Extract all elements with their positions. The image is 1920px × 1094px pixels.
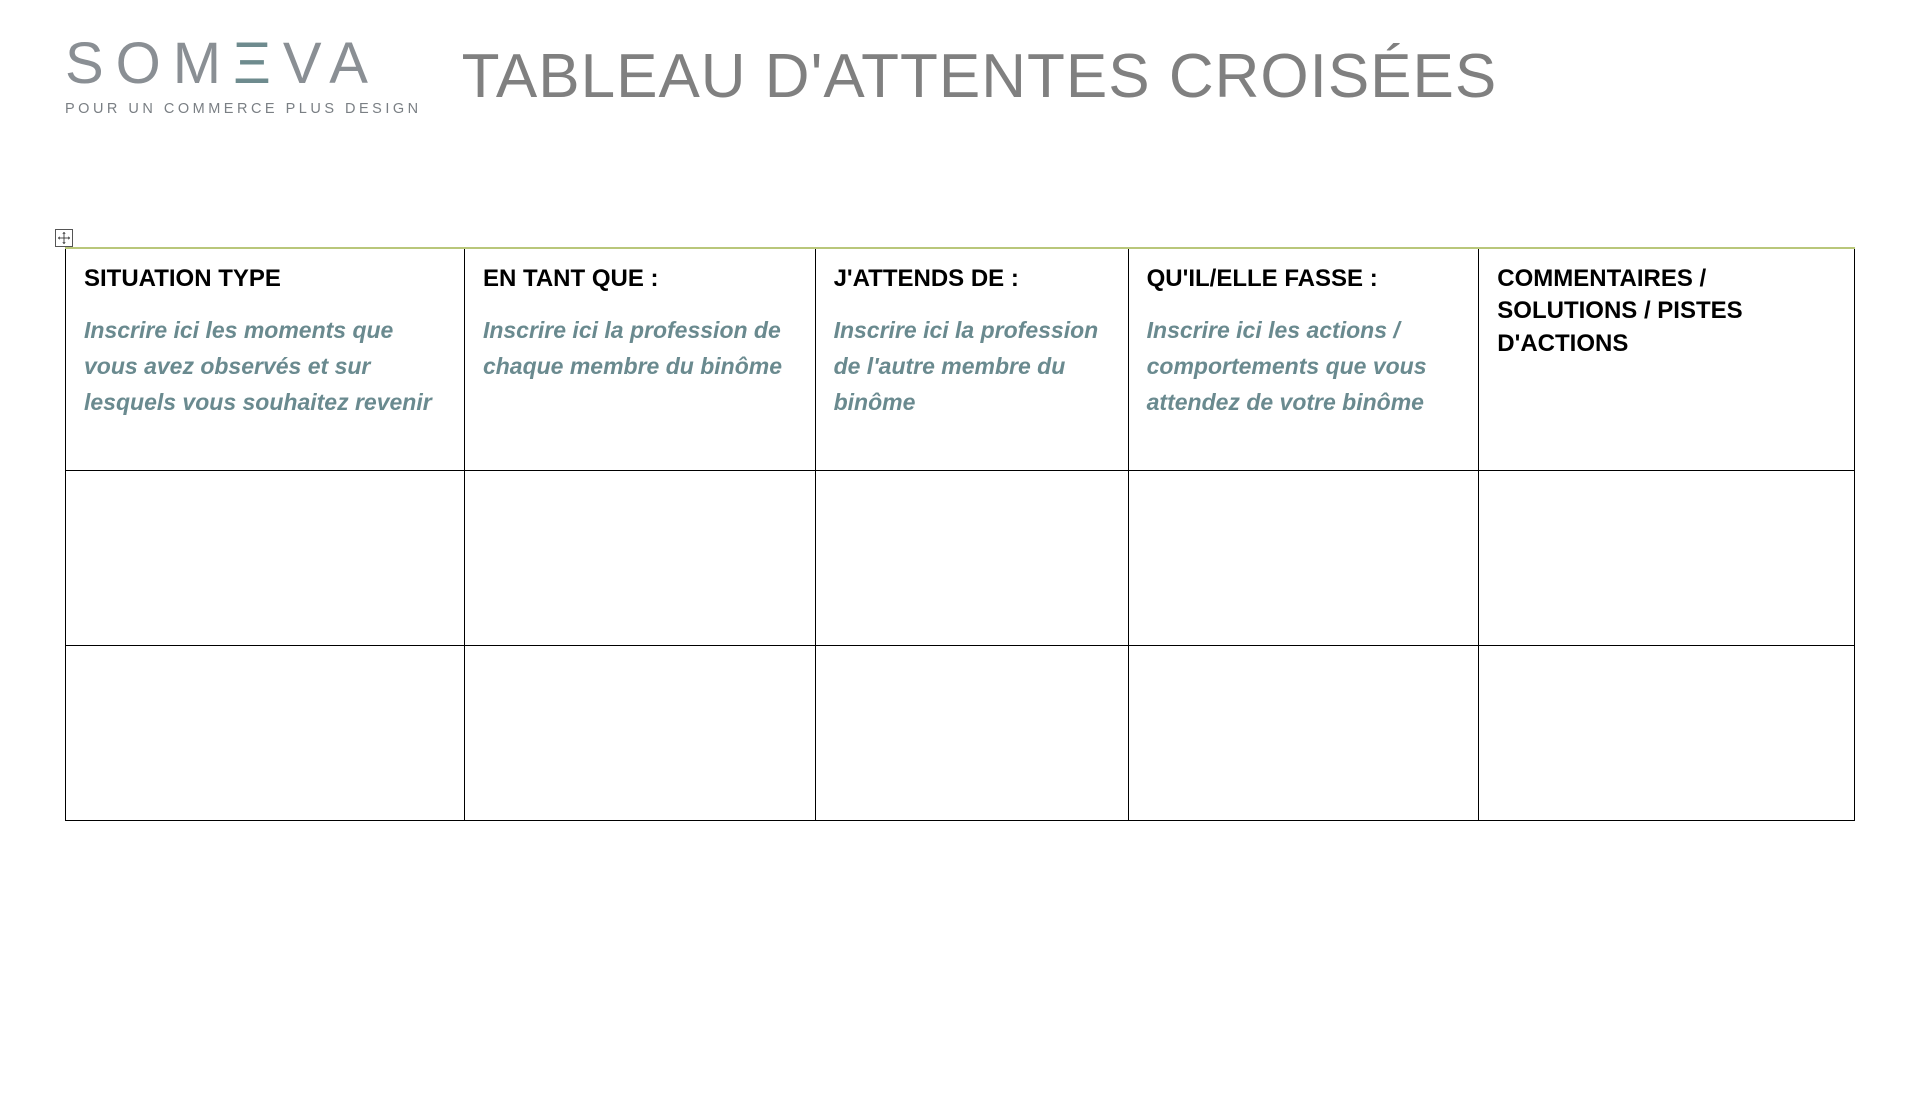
column-heading: SITUATION TYPE bbox=[84, 263, 446, 295]
header-cell-situation[interactable]: SITUATION TYPE Inscrire ici les moments … bbox=[66, 248, 465, 470]
logo-tagline: POUR UN COMMERCE PLUS DESIGN bbox=[65, 101, 422, 117]
column-description: Inscrire ici la profession de l'autre me… bbox=[834, 313, 1110, 420]
table-container: SITUATION TYPE Inscrire ici les moments … bbox=[65, 247, 1855, 821]
page-title: TABLEAU D'ATTENTES CROISÉES bbox=[462, 43, 1498, 111]
table-cell[interactable] bbox=[815, 470, 1128, 645]
expectations-table[interactable]: SITUATION TYPE Inscrire ici les moments … bbox=[65, 247, 1855, 821]
table-row bbox=[66, 645, 1855, 820]
logo-accent: Ξ bbox=[233, 31, 283, 96]
logo-block: SOMΞVA POUR UN COMMERCE PLUS DESIGN bbox=[65, 35, 422, 117]
table-cell[interactable] bbox=[1128, 470, 1479, 645]
column-heading: COMMENTAIRES / SOLUTIONS / PISTES D'ACTI… bbox=[1497, 263, 1836, 360]
table-cell[interactable] bbox=[464, 470, 815, 645]
table-cell[interactable] bbox=[464, 645, 815, 820]
logo-part2: VA bbox=[283, 31, 380, 96]
table-cell[interactable] bbox=[1128, 645, 1479, 820]
column-description: Inscrire ici les actions / comportements… bbox=[1147, 313, 1461, 420]
table-cell[interactable] bbox=[1479, 470, 1855, 645]
table-move-handle[interactable] bbox=[55, 229, 73, 247]
column-heading: J'ATTENDS DE : bbox=[834, 263, 1110, 295]
logo-text: SOMΞVA bbox=[65, 35, 422, 93]
table-header-row: SITUATION TYPE Inscrire ici les moments … bbox=[66, 248, 1855, 470]
document-header: SOMΞVA POUR UN COMMERCE PLUS DESIGN TABL… bbox=[65, 35, 1855, 117]
column-description: Inscrire ici les moments que vous avez o… bbox=[84, 313, 446, 420]
logo-part1: SOM bbox=[65, 31, 233, 96]
header-cell-commentaires[interactable]: COMMENTAIRES / SOLUTIONS / PISTES D'ACTI… bbox=[1479, 248, 1855, 470]
table-row bbox=[66, 470, 1855, 645]
table-cell[interactable] bbox=[66, 645, 465, 820]
column-heading: QU'IL/ELLE FASSE : bbox=[1147, 263, 1461, 295]
column-heading: EN TANT QUE : bbox=[483, 263, 797, 295]
header-cell-jattends[interactable]: J'ATTENDS DE : Inscrire ici la professio… bbox=[815, 248, 1128, 470]
header-cell-quilfasse[interactable]: QU'IL/ELLE FASSE : Inscrire ici les acti… bbox=[1128, 248, 1479, 470]
move-icon bbox=[57, 231, 71, 245]
table-cell[interactable] bbox=[1479, 645, 1855, 820]
header-cell-entantque[interactable]: EN TANT QUE : Inscrire ici la profession… bbox=[464, 248, 815, 470]
table-cell[interactable] bbox=[815, 645, 1128, 820]
column-description: Inscrire ici la profession de chaque mem… bbox=[483, 313, 797, 384]
table-cell[interactable] bbox=[66, 470, 465, 645]
